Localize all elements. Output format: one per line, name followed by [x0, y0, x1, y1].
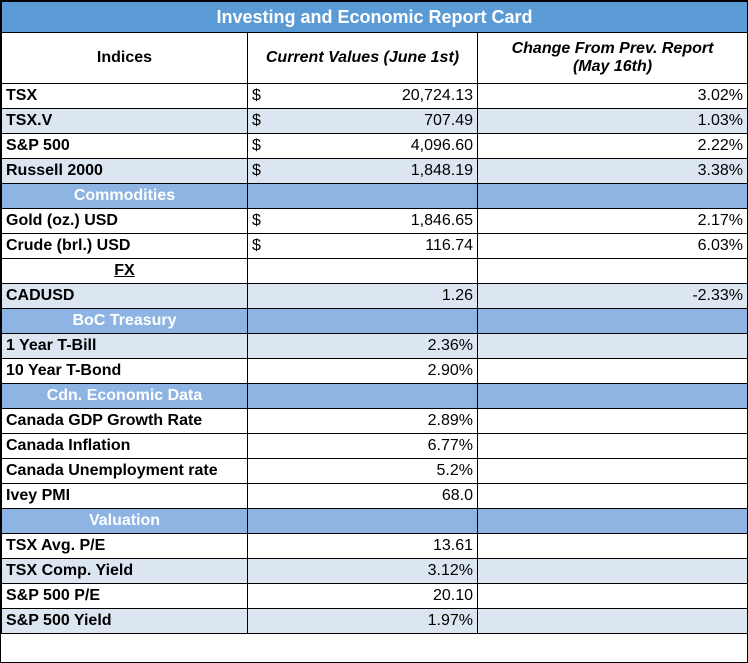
section-title: FX — [1, 258, 248, 284]
value-cell: 13.61 — [247, 533, 478, 559]
table-row: TSX Comp. Yield 3.12% — [1, 558, 748, 584]
change-cell: 2.22% — [476, 133, 748, 159]
value-cell: $1,846.65 — [247, 208, 478, 234]
change-cell: 1.03% — [476, 108, 748, 134]
value-text: 4,096.60 — [410, 137, 473, 154]
value-cell: $1,848.19 — [247, 158, 478, 184]
header-row: Indices Current Values (June 1st) Change… — [1, 32, 748, 84]
value-cell: 5.2% — [247, 458, 478, 484]
value-cell: 1.97% — [247, 608, 478, 634]
title-row: Investing and Economic Report Card — [0, 1, 748, 33]
value-cell: $20,724.13 — [247, 83, 478, 109]
table-row: Crude (brl.) USD $116.74 6.03% — [1, 233, 748, 259]
table-row: CADUSD 1.26 -2.33% — [1, 283, 748, 309]
currency-symbol: $ — [252, 112, 261, 129]
row-label: Canada Unemployment rate — [1, 458, 248, 484]
currency-symbol: $ — [252, 162, 261, 179]
table-row: S&P 500 P/E 20.10 — [1, 583, 748, 609]
value-text: 707.49 — [424, 112, 473, 129]
section-commodities: Commodities — [1, 183, 748, 209]
row-label: 10 Year T-Bond — [1, 358, 248, 384]
header-change-line1: Change From Prev. Report — [511, 40, 714, 57]
change-cell: 2.17% — [476, 208, 748, 234]
section-fx: FX — [1, 258, 748, 284]
section-title: BoC Treasury — [1, 308, 248, 334]
currency-symbol: $ — [252, 212, 261, 229]
table-row: TSX.V $707.49 1.03% — [1, 108, 748, 134]
table-row: Ivey PMI 68.0 — [1, 483, 748, 509]
table-row: Gold (oz.) USD $1,846.65 2.17% — [1, 208, 748, 234]
row-label: Canada Inflation — [1, 433, 248, 459]
row-label: Canada GDP Growth Rate — [1, 408, 248, 434]
value-cell: 3.12% — [247, 558, 478, 584]
section-economic-data: Cdn. Economic Data — [1, 383, 748, 409]
table-row: 10 Year T-Bond 2.90% — [1, 358, 748, 384]
row-label: Russell 2000 — [1, 158, 248, 184]
row-label: S&P 500 Yield — [1, 608, 248, 634]
value-text: 116.74 — [425, 237, 473, 254]
value-text: 1,846.65 — [410, 212, 473, 229]
change-cell: 3.02% — [476, 83, 748, 109]
value-cell: 2.89% — [247, 408, 478, 434]
table-row: S&P 500 Yield 1.97% — [1, 608, 748, 634]
row-label: S&P 500 P/E — [1, 583, 248, 609]
change-cell: -2.33% — [476, 283, 748, 309]
table-row: S&P 500 $4,096.60 2.22% — [1, 133, 748, 159]
value-cell: $116.74 — [247, 233, 478, 259]
section-title: Commodities — [1, 183, 248, 209]
value-cell: 1.26 — [247, 283, 478, 309]
section-valuation: Valuation — [1, 508, 748, 534]
row-label: TSX Avg. P/E — [1, 533, 248, 559]
row-label: TSX — [1, 83, 248, 109]
change-cell: 3.38% — [476, 158, 748, 184]
currency-symbol: $ — [252, 237, 261, 254]
table-row: TSX $20,724.13 3.02% — [1, 83, 748, 109]
table-row: Canada GDP Growth Rate 2.89% — [1, 408, 748, 434]
section-title: Cdn. Economic Data — [1, 383, 248, 409]
header-change: Change From Prev. Report (May 16th) — [476, 32, 748, 84]
value-cell: 2.90% — [247, 358, 478, 384]
report-title: Investing and Economic Report Card — [0, 1, 748, 33]
row-label: CADUSD — [1, 283, 248, 309]
value-cell: $707.49 — [247, 108, 478, 134]
value-text: 1,848.19 — [410, 162, 473, 179]
section-title: Valuation — [1, 508, 248, 534]
report-card-table: Investing and Economic Report Card Indic… — [0, 1, 748, 634]
section-boc-treasury: BoC Treasury — [1, 308, 748, 334]
header-indices: Indices — [1, 32, 248, 84]
value-cell: 6.77% — [247, 433, 478, 459]
value-cell: 2.36% — [247, 333, 478, 359]
header-change-line2: (May 16th) — [572, 58, 653, 75]
value-cell: 20.10 — [247, 583, 478, 609]
row-label: Ivey PMI — [1, 483, 248, 509]
row-label: S&P 500 — [1, 133, 248, 159]
row-label: TSX.V — [1, 108, 248, 134]
currency-symbol: $ — [252, 87, 261, 104]
header-current-values: Current Values (June 1st) — [247, 32, 478, 84]
row-label: Gold (oz.) USD — [1, 208, 248, 234]
row-label: 1 Year T-Bill — [1, 333, 248, 359]
currency-symbol: $ — [252, 137, 261, 154]
value-text: 20,724.13 — [401, 87, 473, 104]
table-row: TSX Avg. P/E 13.61 — [1, 533, 748, 559]
value-cell: $4,096.60 — [247, 133, 478, 159]
table-row: Russell 2000 $1,848.19 3.38% — [1, 158, 748, 184]
table-row: Canada Unemployment rate 5.2% — [1, 458, 748, 484]
row-label: TSX Comp. Yield — [1, 558, 248, 584]
row-label: Crude (brl.) USD — [1, 233, 248, 259]
change-cell: 6.03% — [476, 233, 748, 259]
value-cell: 68.0 — [247, 483, 478, 509]
table-row: 1 Year T-Bill 2.36% — [1, 333, 748, 359]
table-row: Canada Inflation 6.77% — [1, 433, 748, 459]
